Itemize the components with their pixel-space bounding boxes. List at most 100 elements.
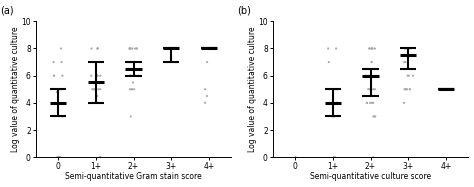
- Point: [367, 88, 374, 91]
- Point: [406, 47, 413, 50]
- Point: [366, 101, 374, 104]
- Point: [371, 88, 379, 91]
- Point: [50, 74, 58, 77]
- Point: [368, 47, 376, 50]
- Point: [127, 115, 135, 118]
- Point: [330, 115, 338, 118]
- Point: [401, 88, 409, 91]
- Point: [129, 61, 137, 64]
- Point: [328, 115, 336, 118]
- Point: [331, 156, 339, 159]
- Point: [330, 156, 337, 159]
- Point: [365, 47, 373, 50]
- Point: [439, 88, 447, 91]
- Point: [87, 74, 95, 77]
- Y-axis label: Log value of quantitative culture: Log value of quantitative culture: [11, 26, 20, 152]
- Point: [95, 101, 102, 104]
- Point: [57, 88, 65, 91]
- Point: [126, 88, 134, 91]
- Point: [93, 74, 100, 77]
- Point: [91, 101, 99, 104]
- Point: [50, 61, 57, 64]
- Point: [91, 88, 99, 91]
- Text: (b): (b): [237, 6, 251, 16]
- Point: [94, 47, 101, 50]
- Point: [369, 88, 377, 91]
- Point: [368, 47, 375, 50]
- Point: [91, 61, 99, 64]
- Point: [368, 61, 375, 64]
- Point: [91, 88, 99, 91]
- Point: [328, 101, 336, 104]
- Point: [93, 95, 101, 98]
- Point: [201, 88, 209, 91]
- Point: [203, 61, 211, 64]
- Point: [403, 88, 410, 91]
- Point: [363, 101, 371, 104]
- Point: [404, 74, 411, 77]
- Point: [129, 81, 137, 84]
- Point: [366, 47, 374, 50]
- Point: [126, 47, 134, 50]
- Y-axis label: Log value of quantitative culture: Log value of quantitative culture: [248, 26, 257, 152]
- Point: [333, 101, 340, 104]
- Point: [88, 47, 95, 50]
- Point: [56, 156, 64, 159]
- Point: [163, 47, 171, 50]
- Point: [127, 74, 134, 77]
- Point: [363, 101, 371, 104]
- Point: [88, 101, 96, 104]
- Point: [126, 74, 133, 77]
- Point: [401, 47, 409, 50]
- Point: [53, 91, 61, 94]
- Point: [96, 156, 103, 159]
- Point: [370, 115, 377, 118]
- Point: [133, 47, 141, 50]
- Point: [328, 101, 336, 104]
- Point: [127, 47, 134, 50]
- Point: [332, 47, 340, 50]
- Point: [201, 101, 209, 104]
- Point: [401, 88, 408, 91]
- Point: [133, 47, 140, 50]
- Point: [366, 74, 374, 77]
- Point: [54, 156, 62, 159]
- Point: [50, 74, 58, 77]
- Point: [93, 74, 101, 77]
- Point: [172, 61, 180, 64]
- Point: [439, 88, 447, 91]
- Point: [168, 47, 176, 50]
- Point: [369, 47, 376, 50]
- Point: [170, 47, 177, 50]
- Point: [401, 61, 408, 64]
- Point: [370, 115, 378, 118]
- Point: [95, 88, 102, 91]
- Point: [372, 115, 379, 118]
- Point: [94, 74, 101, 77]
- Point: [402, 88, 410, 91]
- Point: [371, 47, 379, 50]
- Point: [365, 88, 372, 91]
- Point: [369, 156, 377, 159]
- Point: [57, 47, 65, 50]
- Point: [128, 88, 136, 91]
- Point: [333, 88, 341, 91]
- Point: [126, 61, 134, 64]
- Point: [369, 101, 377, 104]
- Point: [126, 47, 133, 50]
- Point: [362, 74, 370, 77]
- Point: [405, 74, 413, 77]
- Text: (a): (a): [0, 6, 14, 16]
- Point: [55, 156, 63, 159]
- Point: [127, 61, 134, 64]
- Point: [58, 115, 66, 118]
- Point: [128, 88, 136, 91]
- Point: [400, 101, 408, 104]
- Point: [324, 47, 332, 50]
- Point: [55, 88, 62, 91]
- Point: [401, 61, 409, 64]
- Point: [207, 47, 215, 50]
- Point: [165, 47, 173, 50]
- Point: [292, 156, 300, 159]
- Point: [325, 61, 333, 64]
